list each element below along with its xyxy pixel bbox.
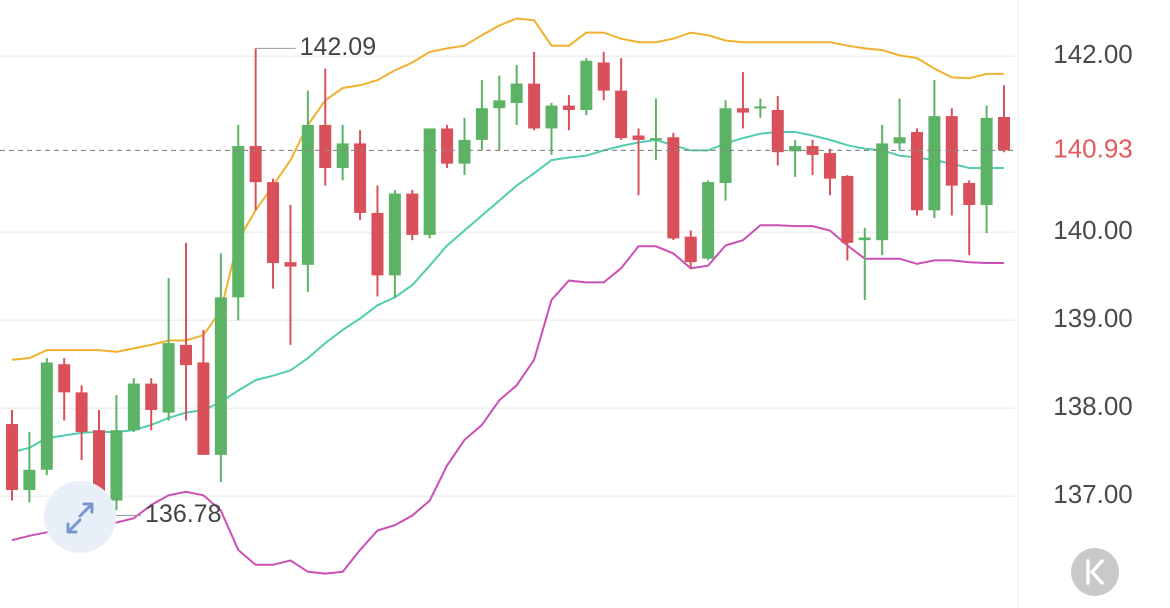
candle-body [562,105,575,110]
candle-body [354,143,367,213]
candle-body [458,139,471,164]
candle-body [284,262,297,267]
candle-body [702,182,715,259]
candle-body [6,424,18,491]
candle-body [754,106,767,109]
candle-body [998,117,1010,151]
high-annotation: 142.09 [300,33,376,61]
candle-body [214,297,227,455]
candle-body [40,362,53,470]
bands [11,17,1004,575]
candle-body [893,137,906,144]
candle-body [963,182,976,205]
candle-body [789,146,802,152]
candle-body [406,193,419,235]
candle-body [771,109,784,153]
y-tick-label: 138.00 [1053,391,1133,421]
candle-body [58,364,71,393]
candle-body [267,182,280,264]
candles [6,48,1010,516]
candle-body [928,116,941,211]
band-line [11,131,1004,454]
y-tick-label: 140.00 [1053,215,1133,245]
candle-body [319,124,332,169]
candle-body [545,105,558,129]
candle-body [75,392,88,432]
band-line [11,224,1004,575]
candle-body [597,62,610,91]
candle-body [876,143,889,241]
candle-body [649,138,662,141]
candle-body [127,383,140,431]
labels: 137.00 138.00 139.00 140.00 142.00 140.93 142.… [0,33,1133,528]
candle-body [823,153,836,179]
candle-body [249,146,262,183]
candle-body [493,100,506,109]
candle-body [180,344,193,366]
candle-body [580,60,593,110]
candle-body [23,469,36,491]
candle-body [719,108,732,183]
candle-body [736,108,749,113]
candle-body [232,146,245,298]
candle-body [510,83,523,103]
low-annotation: 136.78 [145,500,221,528]
candle-body [301,124,314,265]
y-tick-label: 139.00 [1053,303,1133,333]
expand-button[interactable] [44,481,116,553]
candle-body [162,343,175,413]
last-price-label: 140.93 [1053,133,1133,163]
band-line [11,17,1004,361]
candle-body [945,116,958,186]
y-tick-label: 137.00 [1053,479,1133,509]
y-tick-label: 142.00 [1053,39,1133,69]
candle-body [858,237,871,241]
candle-body [371,212,384,276]
candle-body [910,131,923,211]
candle-body [980,117,993,205]
candle-body [615,90,628,139]
candle-body [667,137,680,239]
candle-body [388,193,401,276]
candle-body [684,236,697,263]
candle-body [441,128,454,164]
k-button[interactable] [1071,548,1119,596]
candle-body [475,108,488,140]
candle-body [336,143,349,169]
candle-body [632,135,645,140]
candle-body [423,128,436,235]
candle-body [93,430,106,501]
candle-body [528,83,541,129]
candle-body [841,175,854,243]
candle-body [110,430,123,501]
candle-body [197,362,210,455]
candle-body [145,383,158,410]
